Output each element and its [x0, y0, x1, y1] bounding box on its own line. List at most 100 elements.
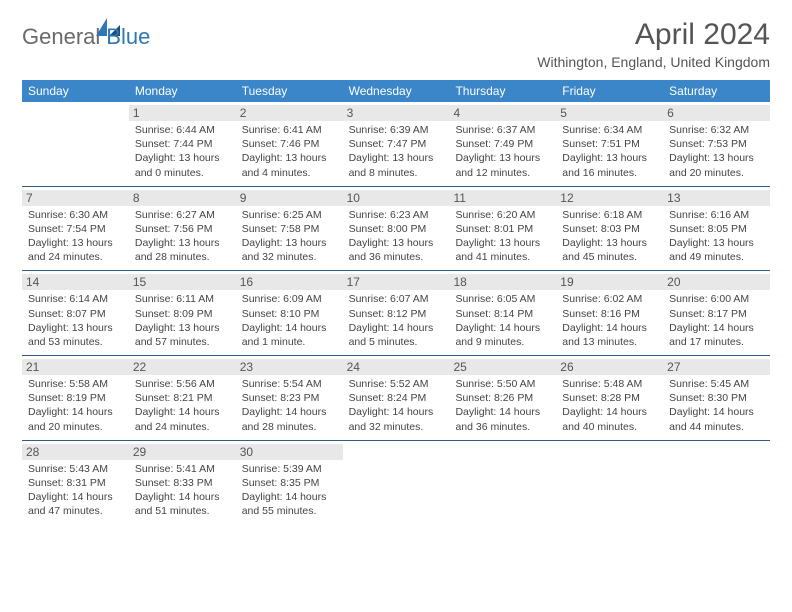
cell-line-d1: Daylight: 13 hours — [349, 236, 444, 250]
cell-line-d1: Daylight: 13 hours — [242, 151, 337, 165]
cell-line-d1: Daylight: 14 hours — [669, 405, 764, 419]
day-number: 1 — [129, 105, 236, 121]
day-cell: 28Sunrise: 5:43 AMSunset: 8:31 PMDayligh… — [22, 441, 129, 525]
day-number: 13 — [663, 190, 770, 206]
cell-line-sunrise: Sunrise: 5:45 AM — [669, 377, 764, 391]
cell-line-d2: and 47 minutes. — [28, 504, 123, 518]
day-number: 17 — [343, 274, 450, 290]
cell-line-d1: Daylight: 13 hours — [455, 151, 550, 165]
day-cell — [22, 102, 129, 186]
cell-line-sunset: Sunset: 7:47 PM — [349, 137, 444, 151]
cell-line-d2: and 1 minute. — [242, 335, 337, 349]
day-number: 2 — [236, 105, 343, 121]
cell-line-d1: Daylight: 14 hours — [242, 490, 337, 504]
cell-line-sunrise: Sunrise: 6:16 AM — [669, 208, 764, 222]
cell-line-sunrise: Sunrise: 6:00 AM — [669, 292, 764, 306]
day-cell: 18Sunrise: 6:05 AMSunset: 8:14 PMDayligh… — [449, 271, 556, 355]
cell-line-d1: Daylight: 14 hours — [562, 405, 657, 419]
cell-line-sunset: Sunset: 8:09 PM — [135, 307, 230, 321]
day-number: 15 — [129, 274, 236, 290]
day-cell: 23Sunrise: 5:54 AMSunset: 8:23 PMDayligh… — [236, 356, 343, 440]
day-number: 11 — [449, 190, 556, 206]
cell-line-d2: and 13 minutes. — [562, 335, 657, 349]
day-number: 30 — [236, 444, 343, 460]
week-row: 1Sunrise: 6:44 AMSunset: 7:44 PMDaylight… — [22, 102, 770, 187]
day-cell: 2Sunrise: 6:41 AMSunset: 7:46 PMDaylight… — [236, 102, 343, 186]
cell-line-d1: Daylight: 13 hours — [562, 236, 657, 250]
cell-line-sunset: Sunset: 8:03 PM — [562, 222, 657, 236]
day-number: 23 — [236, 359, 343, 375]
cell-line-d2: and 53 minutes. — [28, 335, 123, 349]
day-cell — [556, 441, 663, 525]
cell-line-d2: and 41 minutes. — [455, 250, 550, 264]
day-cell: 16Sunrise: 6:09 AMSunset: 8:10 PMDayligh… — [236, 271, 343, 355]
cell-line-sunrise: Sunrise: 6:27 AM — [135, 208, 230, 222]
calendar: SundayMondayTuesdayWednesdayThursdayFrid… — [22, 80, 770, 524]
day-cell: 8Sunrise: 6:27 AMSunset: 7:56 PMDaylight… — [129, 187, 236, 271]
cell-line-d2: and 24 minutes. — [135, 420, 230, 434]
day-cell: 4Sunrise: 6:37 AMSunset: 7:49 PMDaylight… — [449, 102, 556, 186]
day-number: 24 — [343, 359, 450, 375]
cell-line-sunrise: Sunrise: 5:58 AM — [28, 377, 123, 391]
cell-line-sunset: Sunset: 8:33 PM — [135, 476, 230, 490]
day-cell: 25Sunrise: 5:50 AMSunset: 8:26 PMDayligh… — [449, 356, 556, 440]
dayhead: Saturday — [663, 80, 770, 102]
cell-line-d2: and 49 minutes. — [669, 250, 764, 264]
cell-line-d1: Daylight: 13 hours — [562, 151, 657, 165]
day-number: 6 — [663, 105, 770, 121]
cell-line-sunrise: Sunrise: 5:54 AM — [242, 377, 337, 391]
cell-line-d1: Daylight: 13 hours — [349, 151, 444, 165]
cell-line-sunset: Sunset: 8:05 PM — [669, 222, 764, 236]
cell-line-sunrise: Sunrise: 5:43 AM — [28, 462, 123, 476]
cell-line-sunrise: Sunrise: 6:14 AM — [28, 292, 123, 306]
day-number: 12 — [556, 190, 663, 206]
cell-line-sunset: Sunset: 7:58 PM — [242, 222, 337, 236]
cell-line-d2: and 20 minutes. — [669, 166, 764, 180]
cell-line-d2: and 17 minutes. — [669, 335, 764, 349]
cell-line-sunset: Sunset: 7:53 PM — [669, 137, 764, 151]
cell-line-sunrise: Sunrise: 5:48 AM — [562, 377, 657, 391]
cell-line-sunset: Sunset: 8:10 PM — [242, 307, 337, 321]
cell-line-d1: Daylight: 14 hours — [349, 405, 444, 419]
cell-line-sunrise: Sunrise: 6:05 AM — [455, 292, 550, 306]
header: General Blue April 2024 Withington, Engl… — [22, 18, 770, 70]
page-title: April 2024 — [537, 18, 770, 52]
cell-line-sunset: Sunset: 8:16 PM — [562, 307, 657, 321]
day-cell: 20Sunrise: 6:00 AMSunset: 8:17 PMDayligh… — [663, 271, 770, 355]
cell-line-sunset: Sunset: 8:21 PM — [135, 391, 230, 405]
cell-line-sunrise: Sunrise: 6:37 AM — [455, 123, 550, 137]
cell-line-sunset: Sunset: 7:49 PM — [455, 137, 550, 151]
cell-line-sunset: Sunset: 8:00 PM — [349, 222, 444, 236]
dayhead: Tuesday — [236, 80, 343, 102]
day-number: 10 — [343, 190, 450, 206]
cell-line-sunrise: Sunrise: 6:41 AM — [242, 123, 337, 137]
cell-line-d2: and 28 minutes. — [242, 420, 337, 434]
week-row: 14Sunrise: 6:14 AMSunset: 8:07 PMDayligh… — [22, 271, 770, 356]
day-cell: 17Sunrise: 6:07 AMSunset: 8:12 PMDayligh… — [343, 271, 450, 355]
cell-line-sunset: Sunset: 8:35 PM — [242, 476, 337, 490]
cell-line-sunset: Sunset: 8:19 PM — [28, 391, 123, 405]
cell-line-d2: and 40 minutes. — [562, 420, 657, 434]
title-block: April 2024 Withington, England, United K… — [537, 18, 770, 70]
week-row: 7Sunrise: 6:30 AMSunset: 7:54 PMDaylight… — [22, 187, 770, 272]
cell-line-d1: Daylight: 13 hours — [28, 321, 123, 335]
cell-line-sunrise: Sunrise: 5:52 AM — [349, 377, 444, 391]
day-cell: 6Sunrise: 6:32 AMSunset: 7:53 PMDaylight… — [663, 102, 770, 186]
cell-line-d1: Daylight: 14 hours — [28, 490, 123, 504]
cell-line-sunset: Sunset: 8:14 PM — [455, 307, 550, 321]
cell-line-d1: Daylight: 13 hours — [28, 236, 123, 250]
day-cell — [343, 441, 450, 525]
day-number: 25 — [449, 359, 556, 375]
day-cell: 13Sunrise: 6:16 AMSunset: 8:05 PMDayligh… — [663, 187, 770, 271]
day-number: 20 — [663, 274, 770, 290]
cell-line-sunrise: Sunrise: 6:23 AM — [349, 208, 444, 222]
cell-line-d2: and 44 minutes. — [669, 420, 764, 434]
day-cell: 9Sunrise: 6:25 AMSunset: 7:58 PMDaylight… — [236, 187, 343, 271]
day-cell — [449, 441, 556, 525]
week-row: 28Sunrise: 5:43 AMSunset: 8:31 PMDayligh… — [22, 441, 770, 525]
cell-line-sunrise: Sunrise: 5:39 AM — [242, 462, 337, 476]
day-cell: 12Sunrise: 6:18 AMSunset: 8:03 PMDayligh… — [556, 187, 663, 271]
cell-line-d2: and 36 minutes. — [349, 250, 444, 264]
cell-line-sunset: Sunset: 7:51 PM — [562, 137, 657, 151]
cell-line-sunset: Sunset: 8:17 PM — [669, 307, 764, 321]
